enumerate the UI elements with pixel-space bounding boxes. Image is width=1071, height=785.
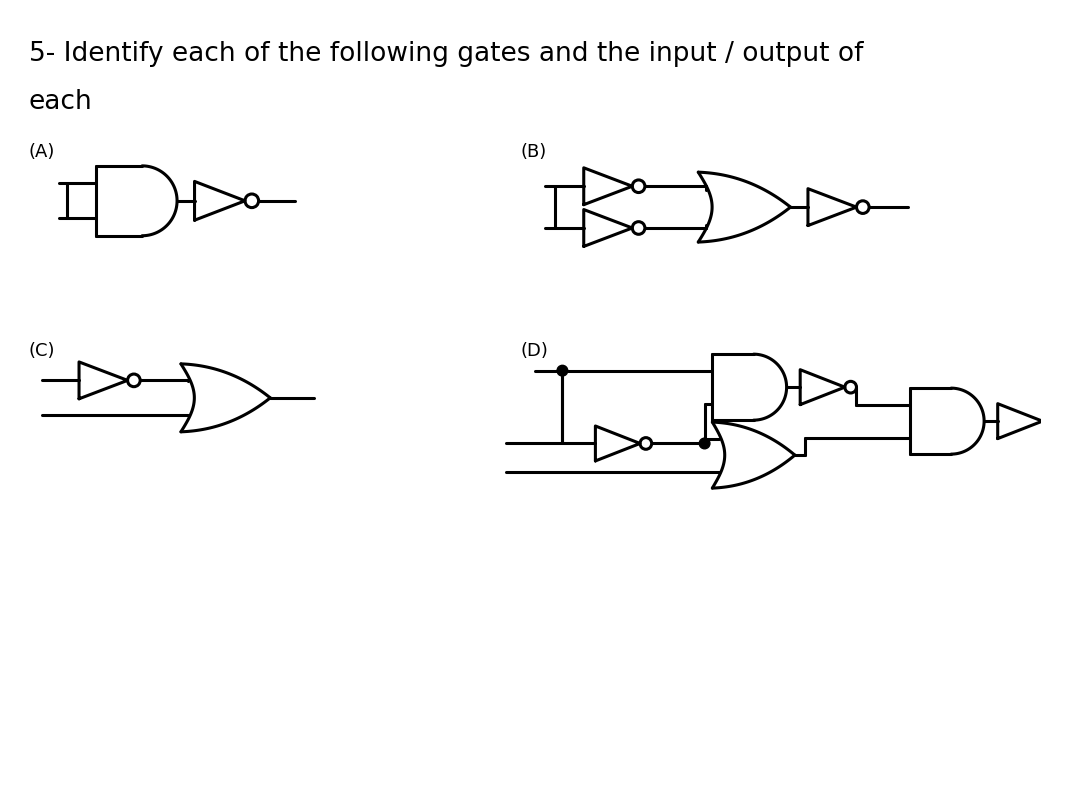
- Text: (D): (D): [521, 341, 548, 360]
- Circle shape: [699, 438, 710, 449]
- Text: 5- Identify each of the following gates and the input / output of: 5- Identify each of the following gates …: [29, 41, 863, 67]
- Text: each: each: [29, 89, 92, 115]
- Text: (B): (B): [521, 143, 547, 161]
- Circle shape: [557, 365, 568, 376]
- Text: (C): (C): [29, 341, 55, 360]
- Text: (A): (A): [29, 143, 55, 161]
